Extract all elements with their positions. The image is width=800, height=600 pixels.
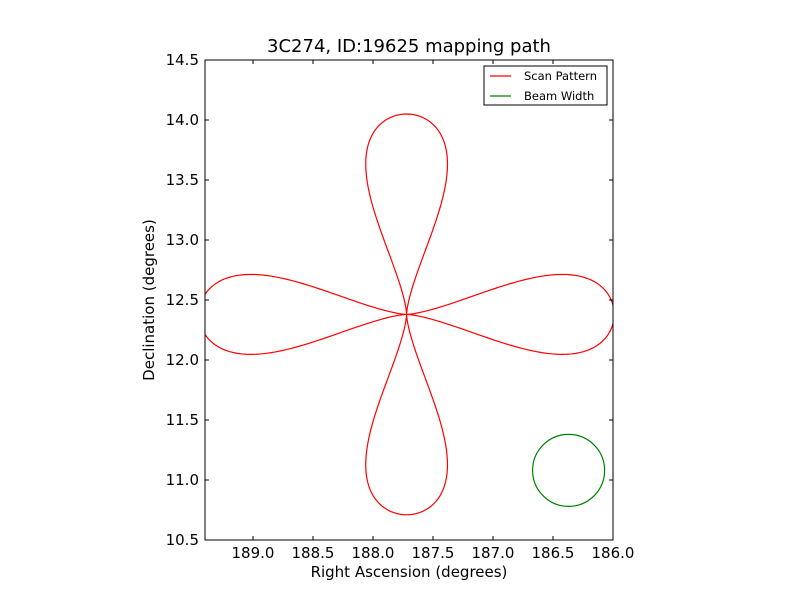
- y-tick-label: 13.0: [166, 231, 199, 249]
- y-tick-label: 13.5: [166, 171, 199, 189]
- y-tick-label: 14.5: [166, 51, 199, 69]
- y-tick-label: 11.5: [166, 411, 199, 429]
- chart-title: 3C274, ID:19625 mapping path: [267, 36, 551, 57]
- legend: Scan Pattern Beam Width: [483, 65, 608, 106]
- beam-width-circle: [531, 433, 606, 507]
- y-tick-label: 11.0: [166, 471, 199, 489]
- y-tick-label: 10.5: [166, 531, 199, 549]
- x-tick-label: 186.0: [592, 544, 635, 562]
- x-tick-label: 187.5: [412, 544, 455, 562]
- y-tick-label: 12.0: [166, 351, 199, 369]
- legend-frame: [483, 65, 608, 106]
- data-layer: [205, 113, 613, 516]
- legend-label-beam-width: Beam Width: [524, 89, 594, 103]
- x-tick-label: 188.0: [352, 544, 395, 562]
- y-tick-label: 14.0: [166, 111, 199, 129]
- x-tick-label: 189.0: [232, 544, 275, 562]
- legend-label-scan-pattern: Scan Pattern: [524, 69, 597, 83]
- x-tick-label: 188.5: [292, 544, 335, 562]
- y-axis-label: Declination (degrees): [140, 219, 158, 381]
- x-tick-label: 186.5: [532, 544, 575, 562]
- y-tick-label: 12.5: [166, 291, 199, 309]
- x-axis-label: Right Ascension (degrees): [311, 563, 508, 581]
- ticks-layer: 189.0 188.5 188.0 187.5 187.0 186.5 186.0 10.5 1…: [166, 51, 635, 562]
- scan-pattern-line: [205, 113, 613, 516]
- x-tick-label: 187.0: [472, 544, 515, 562]
